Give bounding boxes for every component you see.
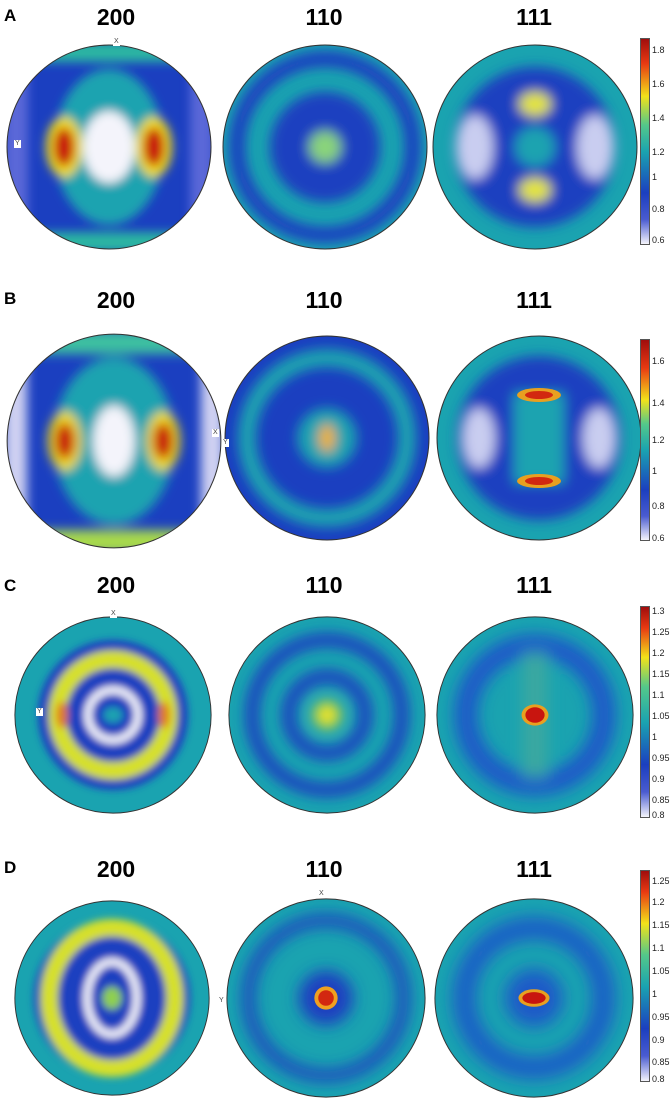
pole-figure-110 — [224, 896, 428, 1100]
pole-title-110: 110 — [305, 287, 343, 313]
pole-mark-x: X — [110, 610, 117, 618]
colorbar-tick: 1.15 — [652, 920, 670, 930]
pole-title-110: 110 — [305, 856, 343, 882]
colorbar-tick: 1.1 — [652, 943, 665, 953]
colorbar-tick: 1.3 — [652, 606, 665, 616]
colorbar-tick: 1.2 — [652, 897, 665, 907]
pole-mark-y: Y — [218, 997, 225, 1005]
colorbar-tick: 1.6 — [652, 356, 665, 366]
pole-figure-200 — [4, 331, 224, 551]
colorbar-tick: 1.2 — [652, 648, 665, 658]
pole-title-111: 111 — [516, 572, 552, 598]
pole-mark-y: Y — [36, 708, 43, 716]
pole-figure-200 — [4, 42, 214, 252]
pole-title-111: 111 — [516, 856, 552, 882]
pole-title-110: 110 — [305, 572, 343, 598]
colorbar-tick: 0.85 — [652, 1057, 670, 1067]
colorbar-tick: 0.8 — [652, 204, 665, 214]
colorbar — [640, 606, 650, 818]
panel-b: B 200 110 111 — [0, 283, 671, 553]
colorbar-tick: 0.6 — [652, 235, 665, 245]
colorbar-tick: 1.8 — [652, 45, 665, 55]
colorbar-tick: 0.6 — [652, 533, 665, 543]
pole-title-110: 110 — [305, 4, 343, 30]
panel-a: A 200 110 111 — [0, 0, 671, 270]
pole-figure-111 — [432, 896, 636, 1100]
panel-letter: D — [4, 858, 17, 877]
pole-mark-x: X — [113, 38, 120, 46]
colorbar-tick: 0.8 — [652, 501, 665, 511]
pole-title-200: 200 — [96, 287, 136, 313]
pole-figure-111 — [430, 42, 640, 252]
pole-title-200: 200 — [96, 572, 136, 598]
panel-c: C 200 110 111 — [0, 570, 671, 840]
pole-title-200: 200 — [96, 4, 136, 30]
colorbar-tick: 0.9 — [652, 774, 665, 784]
colorbar-tick: 0.8 — [652, 810, 665, 820]
pole-mark-y: Y — [14, 140, 21, 148]
pole-figure-110 — [220, 42, 430, 252]
pole-figure-111 — [434, 333, 644, 543]
colorbar-tick: 0.95 — [652, 753, 670, 763]
colorbar-tick: 1.05 — [652, 966, 670, 976]
colorbar-tick: 1.05 — [652, 711, 670, 721]
colorbar-tick: 1 — [652, 732, 658, 742]
colorbar-tick: 1.25 — [652, 876, 670, 886]
panel-d: D 200 110 111 — [0, 852, 671, 1106]
colorbar-tick: 1 — [652, 172, 658, 182]
colorbar-tick: 0.8 — [652, 1074, 665, 1084]
colorbar-tick: 1.15 — [652, 669, 670, 679]
pole-title-111: 111 — [516, 4, 552, 30]
colorbar — [640, 38, 650, 245]
pole-mark-x: X — [212, 429, 219, 437]
colorbar-tick: 0.85 — [652, 795, 670, 805]
pole-title-200: 200 — [96, 856, 136, 882]
colorbar-tick: 1.25 — [652, 627, 670, 637]
pole-figure-110 — [226, 614, 428, 816]
colorbar-tick: 0.9 — [652, 1035, 665, 1045]
pole-mark-x: X — [318, 890, 325, 898]
pole-figure-200 — [12, 898, 212, 1098]
colorbar-tick: 1.6 — [652, 79, 665, 89]
pole-title-111: 111 — [516, 287, 552, 313]
panel-letter: A — [4, 6, 17, 25]
pole-figure-110 — [222, 333, 432, 543]
pole-figure-200 — [12, 614, 214, 816]
pole-figure-111 — [434, 614, 636, 816]
colorbar-tick: 0.95 — [652, 1012, 670, 1022]
pole-mark-y: Y — [222, 439, 229, 447]
panel-letter: C — [4, 576, 17, 595]
colorbar-tick: 1 — [652, 466, 658, 476]
colorbar-tick: 1.2 — [652, 147, 665, 157]
colorbar-tick: 1.1 — [652, 690, 665, 700]
colorbar-tick: 1 — [652, 989, 658, 999]
colorbar-tick: 1.4 — [652, 113, 665, 123]
panel-letter: B — [4, 289, 17, 308]
colorbar-tick: 1.4 — [652, 398, 665, 408]
colorbar — [640, 339, 650, 541]
colorbar-tick: 1.2 — [652, 435, 665, 445]
colorbar — [640, 870, 650, 1082]
